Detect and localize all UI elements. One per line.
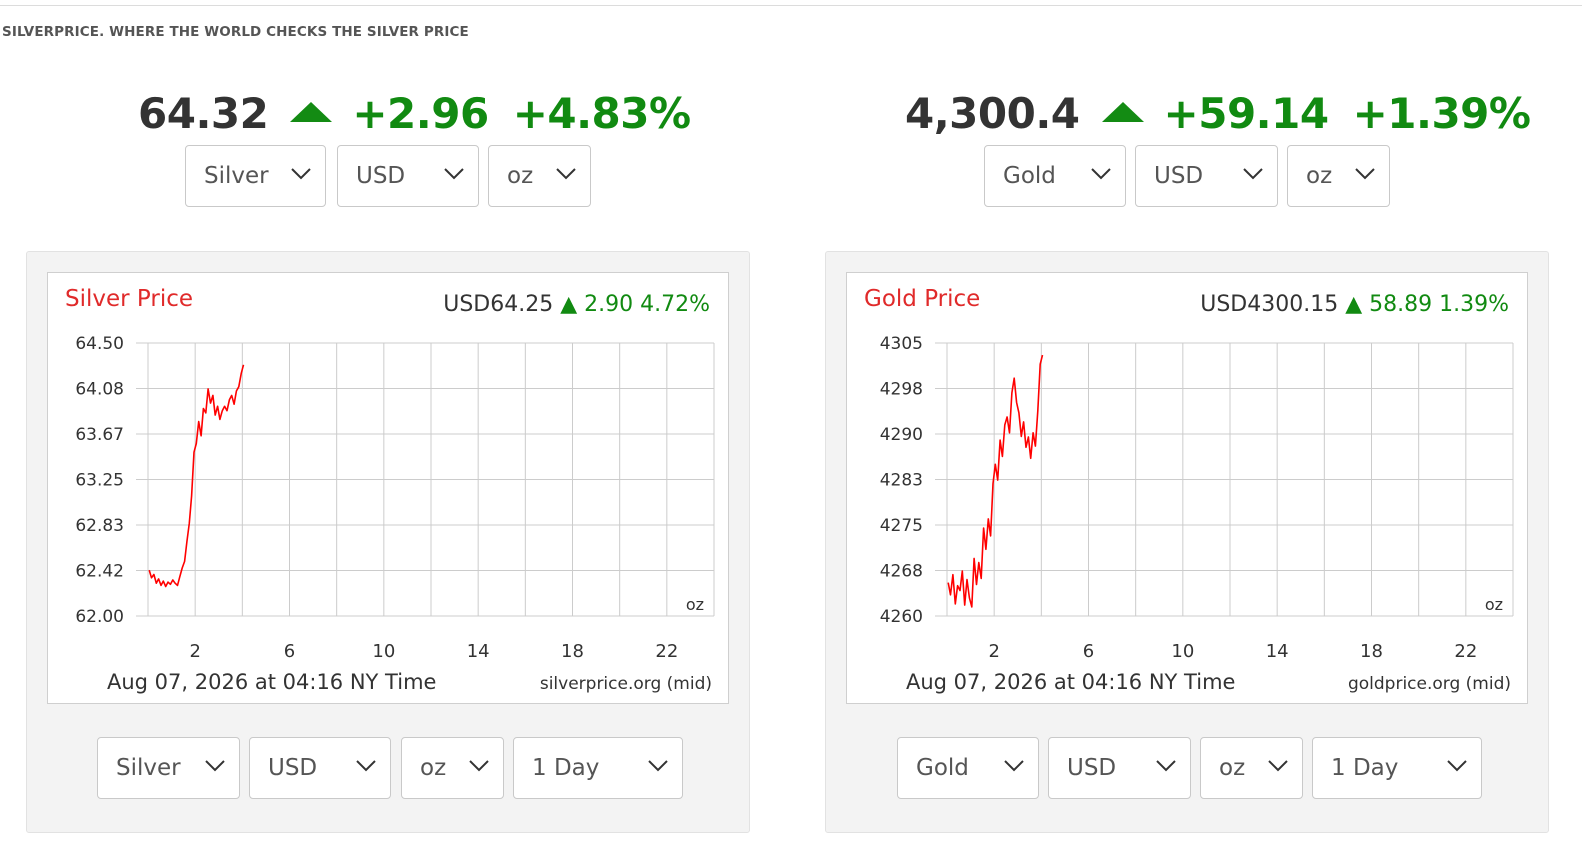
silver-currency-select[interactable]: USD	[337, 145, 479, 207]
quote-price: USD64.25	[443, 292, 553, 317]
silver-chart-currency-select[interactable]: USD	[249, 737, 391, 799]
chevron-down-icon	[205, 760, 225, 772]
chart-title: Gold Price	[864, 286, 980, 312]
gold-chart-range-select[interactable]: 1 Day	[1312, 737, 1482, 799]
gold-change-percent: +1.39%	[1352, 88, 1531, 138]
y-tick-label: 4298	[880, 380, 923, 400]
quote-change-percent: 4.72%	[640, 292, 710, 317]
silver-metal-select[interactable]: Silver	[185, 145, 326, 207]
x-tick-label: 10	[1171, 641, 1194, 662]
y-tick-label: 64.08	[75, 380, 124, 400]
chevron-down-icon	[1156, 760, 1176, 772]
triangle-up-icon: ▲	[1338, 292, 1369, 317]
chevron-down-icon	[1447, 760, 1467, 772]
triangle-up-icon	[1101, 102, 1144, 122]
gold-change: +59.14	[1163, 88, 1330, 138]
price-series-line	[148, 364, 245, 588]
date-label: Aug 07, 2026 at 04:16 NY Time	[107, 670, 436, 694]
chevron-down-icon	[1243, 168, 1263, 180]
x-tick-label: 22	[655, 641, 678, 662]
silver-chart-unit-select[interactable]: oz	[401, 737, 504, 799]
chevron-down-icon	[356, 760, 376, 772]
triangle-up-icon: ▲	[553, 292, 584, 317]
y-tick-label: 62.83	[75, 516, 124, 536]
gold-ticker: 4,300.4 +59.14 +1.39%	[905, 86, 1531, 140]
gold-price-chart: 4305 4298 4290 4283 4275 4268 4260 2 6 10 14 18 22 Go…	[864, 286, 1514, 694]
source-label: goldprice.org (mid)	[1348, 674, 1511, 694]
x-tick-label: 18	[561, 641, 584, 662]
y-tick-label: 4275	[880, 516, 923, 536]
gold-chart-panel: 4305 4298 4290 4283 4275 4268 4260 2 6 10 14 18 22 Go…	[825, 251, 1549, 833]
gold-chart: 4305 4298 4290 4283 4275 4268 4260 2 6 10 14 18 22 Go…	[846, 272, 1528, 704]
silver-price: 64.32	[138, 88, 269, 138]
chevron-down-icon	[1004, 760, 1024, 772]
top-divider	[0, 5, 1582, 6]
quote-change: 58.89	[1369, 292, 1432, 317]
quote-change-percent: 1.39%	[1439, 292, 1509, 317]
x-tick-label: 10	[372, 641, 395, 662]
site-title: SILVERPRICE. WHERE THE WORLD CHECKS THE …	[2, 24, 469, 40]
x-tick-label: 22	[1454, 641, 1477, 662]
silver-chart: 64.50 64.08 63.67 63.25 62.83 62.42 62.00 2 6 10 1…	[47, 272, 729, 704]
chevron-down-icon	[556, 168, 576, 180]
x-tick-label: 14	[467, 641, 490, 662]
x-tick-label: 2	[189, 641, 200, 662]
chevron-down-icon	[648, 760, 668, 772]
chevron-down-icon	[444, 168, 464, 180]
x-tick-label: 6	[284, 641, 295, 662]
unit-label: oz	[1485, 595, 1503, 614]
silver-price-chart: 64.50 64.08 63.67 63.25 62.83 62.42 62.00 2 6 10 1…	[65, 286, 715, 694]
chevron-down-icon	[1268, 760, 1288, 772]
y-tick-label: 63.67	[75, 425, 124, 445]
y-tick-label: 4260	[880, 607, 923, 627]
y-tick-label: 4305	[880, 334, 923, 354]
gold-currency-select[interactable]: USD	[1135, 145, 1278, 207]
y-tick-label: 4268	[880, 562, 923, 582]
x-tick-label: 14	[1266, 641, 1289, 662]
y-tick-label: 4290	[880, 425, 923, 445]
silver-chart-metal-select[interactable]: Silver	[97, 737, 240, 799]
y-tick-label: 63.25	[75, 471, 124, 491]
silver-chart-panel: 64.50 64.08 63.67 63.25 62.83 62.42 62.00 2 6 10 1…	[26, 251, 750, 833]
silver-change: +2.96	[352, 88, 489, 138]
y-tick-label: 62.00	[75, 607, 124, 627]
chart-title: Silver Price	[65, 286, 193, 312]
y-tick-label: 64.50	[75, 334, 124, 354]
price-series-line	[947, 354, 1044, 608]
x-tick-label: 6	[1083, 641, 1094, 662]
y-tick-label: 62.42	[75, 562, 124, 582]
gold-unit-select[interactable]: oz	[1287, 145, 1390, 207]
chevron-down-icon	[1091, 168, 1111, 180]
triangle-up-icon	[290, 102, 333, 122]
chevron-down-icon	[1355, 168, 1375, 180]
gold-chart-currency-select[interactable]: USD	[1048, 737, 1191, 799]
date-label: Aug 07, 2026 at 04:16 NY Time	[906, 670, 1235, 694]
chevron-down-icon	[469, 760, 489, 772]
quote-spacer	[1432, 292, 1439, 317]
chart-quote: USD4300.15 ▲ 58.89 1.39%	[1200, 292, 1509, 317]
silver-unit-select[interactable]: oz	[488, 145, 591, 207]
quote-price: USD4300.15	[1200, 292, 1338, 317]
chart-quote: USD64.25 ▲ 2.90 4.72%	[443, 292, 710, 317]
gold-chart-metal-select[interactable]: Gold	[897, 737, 1039, 799]
gold-price: 4,300.4	[905, 88, 1080, 138]
source-label: silverprice.org (mid)	[540, 674, 712, 694]
unit-label: oz	[686, 595, 704, 614]
gold-chart-unit-select[interactable]: oz	[1200, 737, 1303, 799]
quote-spacer	[633, 292, 640, 317]
silver-chart-range-select[interactable]: 1 Day	[513, 737, 683, 799]
silver-ticker: 64.32 +2.96 +4.83%	[138, 86, 691, 140]
silver-change-percent: +4.83%	[512, 88, 691, 138]
quote-change: 2.90	[584, 292, 633, 317]
gold-metal-select[interactable]: Gold	[984, 145, 1126, 207]
x-tick-label: 2	[988, 641, 999, 662]
chevron-down-icon	[291, 168, 311, 180]
x-tick-label: 18	[1360, 641, 1383, 662]
y-tick-label: 4283	[880, 471, 923, 491]
